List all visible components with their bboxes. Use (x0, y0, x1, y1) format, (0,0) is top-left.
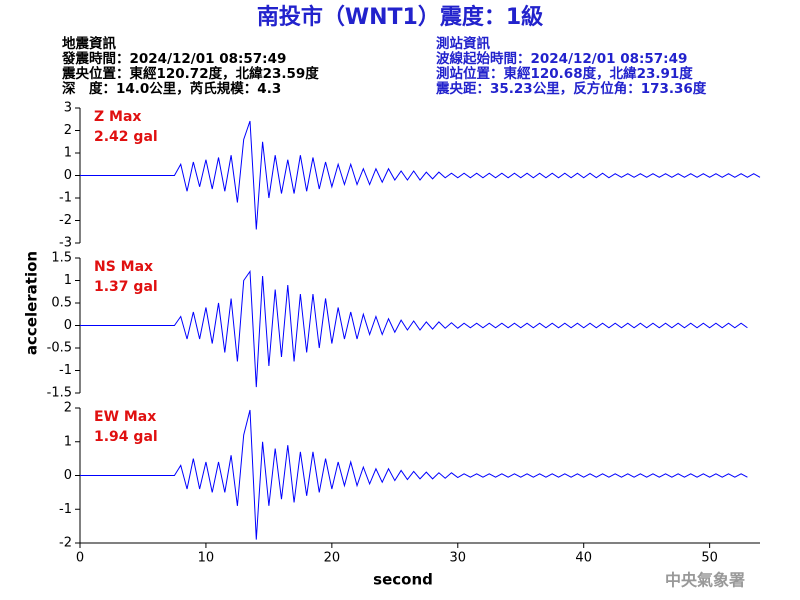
info-left: 地震資訊 (62, 35, 116, 52)
y-tick-label: 2 (64, 123, 72, 138)
y-tick-label: 1.5 (51, 251, 72, 266)
footer: 中央氣象署 (665, 571, 745, 590)
trace (80, 120, 761, 230)
panel-name: Z Max (94, 109, 141, 125)
x-tick-label: 10 (198, 551, 215, 566)
y-tick-label: -3 (59, 236, 72, 251)
y-tick-label: 1 (64, 434, 72, 449)
y-tick-label: 2 (64, 401, 72, 416)
panel-max: 1.37 gal (94, 279, 158, 295)
x-tick-label: 0 (76, 551, 84, 566)
y-tick-label: 0 (64, 468, 72, 483)
y-tick-label: 1 (64, 273, 72, 288)
panel-max: 2.42 gal (94, 129, 158, 145)
info-right: 測站資訊 (436, 35, 490, 52)
y-tick-label: -1.5 (47, 386, 72, 401)
x-tick-label: 20 (324, 551, 341, 566)
chart-title: 南投市（WNT1）震度：1級 (257, 4, 543, 30)
y-tick-label: 0 (64, 318, 72, 333)
y-tick-label: 0.5 (51, 296, 72, 311)
trace (80, 270, 748, 388)
y-tick-label: -0.5 (47, 341, 72, 356)
y-tick-label: -1 (59, 191, 72, 206)
panel-name: EW Max (94, 409, 156, 425)
info-left: 發震時間：2024/12/01 08:57:49 (61, 50, 286, 67)
x-tick-label: 40 (575, 551, 592, 566)
info-right: 震央距：35.23公里，反方位角：173.36度 (435, 80, 707, 97)
y-tick-label: 1 (64, 146, 72, 161)
y-axis-label: acceleration (23, 251, 41, 355)
x-axis-label: second (373, 571, 433, 589)
panel-max: 1.94 gal (94, 429, 158, 445)
y-tick-label: -2 (59, 213, 72, 228)
y-tick-label: -1 (59, 363, 72, 378)
panel-name: NS Max (94, 259, 153, 275)
y-tick-label: 0 (64, 168, 72, 183)
x-tick-label: 30 (450, 551, 467, 566)
y-tick-label: 3 (64, 101, 72, 116)
info-left: 震央位置：東經120.72度，北緯23.59度 (61, 65, 319, 82)
info-right: 波線起始時間：2024/12/01 08:57:49 (436, 50, 687, 67)
trace (80, 409, 748, 540)
y-tick-label: -1 (59, 502, 72, 517)
info-left: 深 度：14.0公里，芮氏規模：4.3 (62, 80, 281, 97)
info-right: 測站位置：東經120.68度，北緯23.91度 (436, 65, 693, 82)
y-tick-label: -2 (59, 536, 72, 551)
x-tick-label: 50 (701, 551, 718, 566)
